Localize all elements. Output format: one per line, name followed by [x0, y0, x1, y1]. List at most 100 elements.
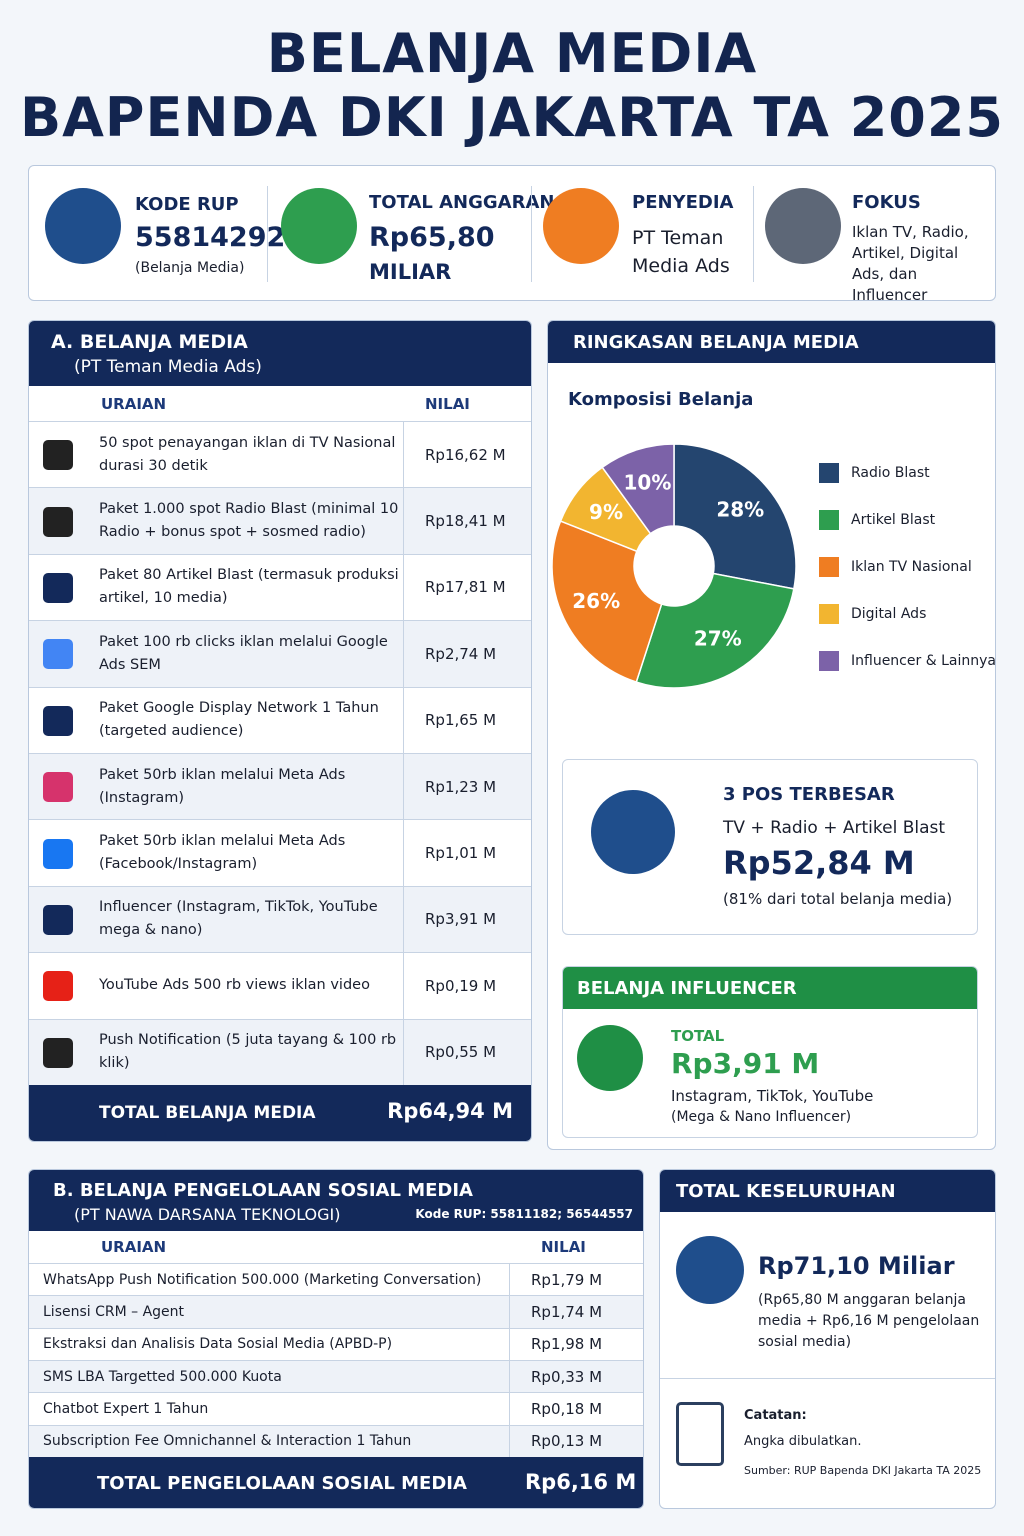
row-text: Influencer (Instagram, TikTok, YouTube m… — [99, 899, 378, 939]
card-title: TOTAL KESELURUHAN — [676, 1181, 896, 1202]
divider — [509, 1296, 510, 1329]
column-header: NILAI — [425, 395, 470, 413]
row-text: 50 spot penayangan iklan di TV Nasional … — [99, 434, 396, 474]
data-label: 27% — [694, 627, 742, 651]
icon — [45, 188, 121, 264]
value: Rp65,80 — [369, 222, 495, 253]
icon — [577, 1025, 643, 1091]
row-text: Paket 80 Artikel Blast (termasuk produks… — [99, 567, 399, 607]
total-bar: TOTAL PENGELOLAAN SOSIAL MEDIA Rp6,16 M — [29, 1457, 643, 1508]
label: PENYEDIA — [632, 192, 734, 213]
chart-title: Komposisi Belanja — [568, 389, 754, 410]
row-value: Rp0,18 M — [531, 1399, 603, 1418]
kode: Kode RUP: 55811182; 56544557 — [415, 1207, 633, 1221]
card-value: Rp52,84 M — [723, 844, 915, 882]
section-subtitle: (PT NAWA DARSANA TEKNOLOGI) — [74, 1205, 341, 1224]
header: TOTAL KESELURUHAN — [660, 1170, 995, 1212]
row-icon — [43, 838, 73, 869]
table-row: Influencer (Instagram, TikTok, YouTube m… — [29, 886, 531, 954]
table-row: Paket 100 rb clicks iklan melalui Google… — [29, 621, 531, 688]
icon — [543, 188, 619, 264]
column-header: URAIAN — [101, 395, 167, 413]
table-row: Paket Google Display Network 1 Tahun (ta… — [29, 687, 531, 754]
divider — [509, 1425, 510, 1458]
table-row: Paket 80 Artikel Blast (termasuk produks… — [29, 554, 531, 622]
table-row: Chatbot Expert 1 Tahun Rp0,18 M — [29, 1393, 643, 1426]
table-row: Paket 50rb iklan melalui Meta Ads (Insta… — [29, 754, 531, 821]
total-label: TOTAL PENGELOLAAN SOSIAL MEDIA — [97, 1473, 467, 1494]
divider — [403, 422, 404, 489]
card-title: BELANJA INFLUENCER — [577, 978, 797, 999]
row-value: Rp3,91 M — [425, 910, 497, 929]
label: FOKUS — [852, 192, 921, 213]
row-icon — [43, 440, 73, 471]
label: TOTAL ANGGARAN — [369, 192, 555, 213]
divider — [403, 554, 404, 622]
row-value: Rp1,65 M — [425, 711, 497, 730]
row-icon — [43, 639, 73, 670]
row-value: Rp1,98 M — [531, 1335, 603, 1354]
table-body: 50 spot penayangan iklan di TV Nasional … — [29, 421, 531, 1086]
row-text: Chatbot Expert 1 Tahun — [43, 1400, 209, 1417]
card-note: (Mega & Nano Influencer) — [671, 1109, 852, 1125]
row-value: Rp1,01 M — [425, 844, 497, 863]
divider — [403, 621, 404, 688]
note: Angka dibulatkan. — [744, 1434, 862, 1449]
table-row: Push Notification (5 juta tayang & 100 r… — [29, 1019, 531, 1086]
total-value: Rp6,16 M — [525, 1470, 637, 1494]
section-title: B. BELANJA PENGELOLAAN SOSIAL MEDIA — [53, 1180, 473, 1201]
row-text: Push Notification (5 juta tayang & 100 r… — [99, 1032, 397, 1072]
row-text: Lisensi CRM – Agent — [43, 1303, 185, 1320]
icon — [765, 188, 841, 264]
icon — [676, 1236, 744, 1304]
row-text: Paket 50rb iklan melalui Meta Ads (Faceb… — [99, 833, 346, 873]
table-row: Subscription Fee Omnichannel & Interacti… — [29, 1425, 643, 1458]
summary-bar: KODE RUP 55814292 (Belanja Media) TOTAL … — [28, 165, 996, 304]
pie-slice — [635, 572, 795, 689]
summary-panel: RINGKASAN BELANJA MEDIA Komposisi Belanj… — [547, 320, 996, 1150]
note: (Belanja Media) — [135, 260, 245, 276]
total-value: Rp64,94 M — [387, 1099, 513, 1123]
card-value: Rp71,10 Miliar — [758, 1252, 955, 1280]
legend-label: Iklan TV Nasional — [851, 559, 972, 575]
row-value: Rp16,62 M — [425, 445, 506, 464]
top3-card: 3 POS TERBESAR TV + Radio + Artikel Blas… — [562, 759, 978, 935]
row-icon — [43, 772, 73, 803]
pie-slice — [673, 443, 797, 590]
section-subtitle: (PT Teman Media Ads) — [74, 357, 262, 377]
card-label: TOTAL — [671, 1027, 725, 1045]
row-icon — [43, 971, 73, 1002]
total-bar: TOTAL BELANJA MEDIA Rp64,94 M — [29, 1085, 531, 1141]
divider — [509, 1328, 510, 1361]
divider — [403, 488, 404, 555]
divider — [509, 1393, 510, 1426]
table-body: WhatsApp Push Notification 500.000 (Mark… — [29, 1263, 643, 1458]
title: BAPENDA DKI JAKARTA TA 2025 — [19, 86, 1005, 149]
divider — [509, 1264, 510, 1297]
card-note: (Rp65,80 M anggaran belanja media + Rp6,… — [758, 1292, 980, 1350]
legend-swatch — [819, 604, 839, 624]
row-icon — [43, 904, 73, 935]
legend-label: Influencer & Lainnya — [851, 653, 996, 669]
row-icon — [43, 1037, 73, 1068]
pie-slice — [601, 443, 675, 535]
section-b: B. BELANJA PENGELOLAAN SOSIAL MEDIA (PT … — [28, 1169, 644, 1509]
icon — [281, 188, 357, 264]
divider — [403, 953, 404, 1020]
overall-card: TOTAL KESELURUHAN Rp71,10 Miliar (Rp65,8… — [659, 1169, 996, 1509]
row-value: Rp0,19 M — [425, 976, 497, 995]
card-title: 3 POS TERBESAR — [723, 784, 895, 805]
table-row: Ekstraksi dan Analisis Data Sosial Media… — [29, 1328, 643, 1361]
legend-swatch — [819, 510, 839, 530]
row-value: Rp1,79 M — [531, 1270, 603, 1289]
table-row: SMS LBA Targetted 500.000 Kuota Rp0,33 M — [29, 1361, 643, 1394]
legend-swatch — [819, 651, 839, 671]
table-row: YouTube Ads 500 rb views iklan video Rp0,… — [29, 953, 531, 1020]
card-subtitle: TV + Radio + Artikel Blast — [723, 818, 946, 838]
legend-swatch — [819, 463, 839, 483]
legend-swatch — [819, 557, 839, 577]
row-text: Paket 1.000 spot Radio Blast (minimal 10… — [99, 501, 399, 541]
row-value: Rp0,13 M — [531, 1432, 603, 1451]
row-icon — [43, 705, 73, 736]
